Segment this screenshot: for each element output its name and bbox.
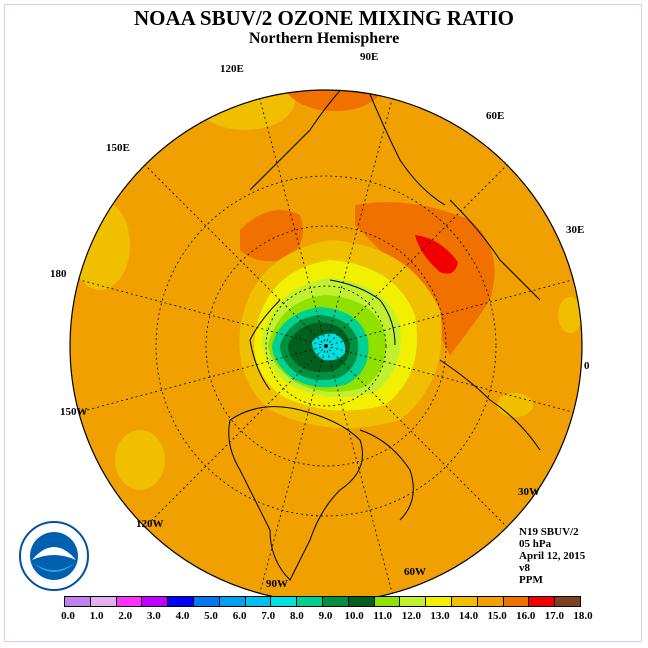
- coastline-east-asia: [249, 90, 351, 191]
- color-swatch: [451, 597, 478, 606]
- coastline-india-asia: [359, 90, 446, 206]
- map-subtitle: Northern Hemisphere: [248, 30, 400, 47]
- noaa-logo-icon: [19, 521, 89, 591]
- version-label: v8: [519, 562, 530, 574]
- longitude-label-180: 180: [50, 268, 67, 280]
- color-swatch: [374, 597, 401, 606]
- color-swatch: [426, 597, 452, 606]
- figure-frame: [4, 4, 642, 642]
- longitude-label-120w: 120W: [136, 518, 164, 530]
- color-scale-tick-label: 0.0: [61, 610, 75, 622]
- instrument-label: N19 SBUV/2: [519, 526, 579, 538]
- ozone-patch: [115, 430, 165, 490]
- longitude-label-90e: 90E: [360, 51, 379, 63]
- color-swatch: [555, 597, 580, 606]
- color-swatch: [529, 597, 556, 606]
- coastline-asia-middle-east: [449, 199, 541, 301]
- color-scale-tick-label: 13.0: [430, 610, 450, 622]
- color-swatch: [503, 597, 530, 606]
- longitude-label-150w: 150W: [60, 406, 88, 418]
- color-scale-tick-label: 11.0: [373, 610, 393, 622]
- color-scale-tick-label: 5.0: [204, 610, 218, 622]
- product-info: N19 SBUV/2 05 hPa April 12, 2015 v8 PPM: [519, 526, 585, 586]
- ozone-patch: [497, 393, 533, 417]
- color-scale-tick-label: 12.0: [401, 610, 421, 622]
- ozone-patch: [558, 297, 582, 333]
- longitude-label-0: 0: [584, 360, 590, 372]
- color-scale-tick-label: 10.0: [344, 610, 364, 622]
- longitude-label-30e: 30E: [566, 224, 585, 236]
- ozone-core-low: [312, 333, 346, 361]
- color-scale-tick-label: 17.0: [544, 610, 564, 622]
- color-swatch: [271, 597, 298, 606]
- coastline-siberia: [329, 279, 396, 346]
- pressure-label: 05 hPa: [519, 538, 552, 550]
- latitude-circle: [155, 175, 497, 517]
- color-swatch: [400, 597, 427, 606]
- color-scale-tick-label: 14.0: [458, 610, 479, 622]
- latitude-circle: [265, 285, 387, 407]
- coastline-arctic-islands: [249, 299, 281, 391]
- color-scale-tick-label: 15.0: [487, 610, 507, 622]
- color-swatch: [142, 597, 169, 606]
- longitude-label-30w: 30W: [518, 486, 540, 498]
- longitude-label-60e: 60E: [486, 110, 505, 122]
- longitude-label-120e: 120E: [220, 63, 244, 75]
- map-title: NOAA SBUV/2 OZONE MIXING RATIO: [134, 6, 514, 30]
- color-swatch: [90, 597, 117, 606]
- color-scale-tick-label: 7.0: [261, 610, 276, 622]
- color-scale-tick-label: 1.0: [89, 610, 104, 622]
- color-scale-tick-label: 8.0: [290, 610, 304, 622]
- ozone-high-band: [355, 202, 495, 355]
- color-scale-tick-label: 3.0: [146, 610, 161, 622]
- color-swatch: [477, 597, 504, 606]
- color-scale-tick-label: 6.0: [232, 610, 247, 622]
- coastline-greenland-atlantic: [359, 429, 414, 521]
- color-scale-tick-label: 16.0: [516, 610, 536, 622]
- color-swatch: [168, 597, 194, 606]
- color-swatch: [219, 597, 246, 606]
- latitude-circle: [205, 225, 447, 467]
- ozone-max-patch: [415, 235, 458, 274]
- color-scale-tick-label: 4.0: [175, 610, 190, 622]
- longitude-label-150e: 150E: [106, 142, 130, 154]
- color-swatch: [297, 597, 323, 606]
- color-scale-tick-label: 9.0: [318, 610, 333, 622]
- color-swatch: [348, 597, 375, 606]
- color-swatch: [245, 597, 272, 606]
- color-scale-tick-label: 2.0: [118, 610, 133, 622]
- longitude-label-90w: 90W: [266, 578, 288, 590]
- color-scale-tick-label: 18.0: [573, 610, 593, 622]
- date-label: April 12, 2015: [519, 550, 586, 562]
- coastline-north-america: [228, 406, 363, 581]
- color-swatch: [193, 597, 220, 606]
- color-swatch: [322, 597, 349, 606]
- ozone-patch: [195, 90, 295, 130]
- color-swatch: [65, 597, 91, 606]
- longitude-label-60w: 60W: [404, 566, 426, 578]
- color-scale-bar: [64, 596, 581, 607]
- color-swatch: [116, 597, 143, 606]
- units-label: PPM: [519, 574, 543, 586]
- coastline-europe-africa: [439, 359, 541, 451]
